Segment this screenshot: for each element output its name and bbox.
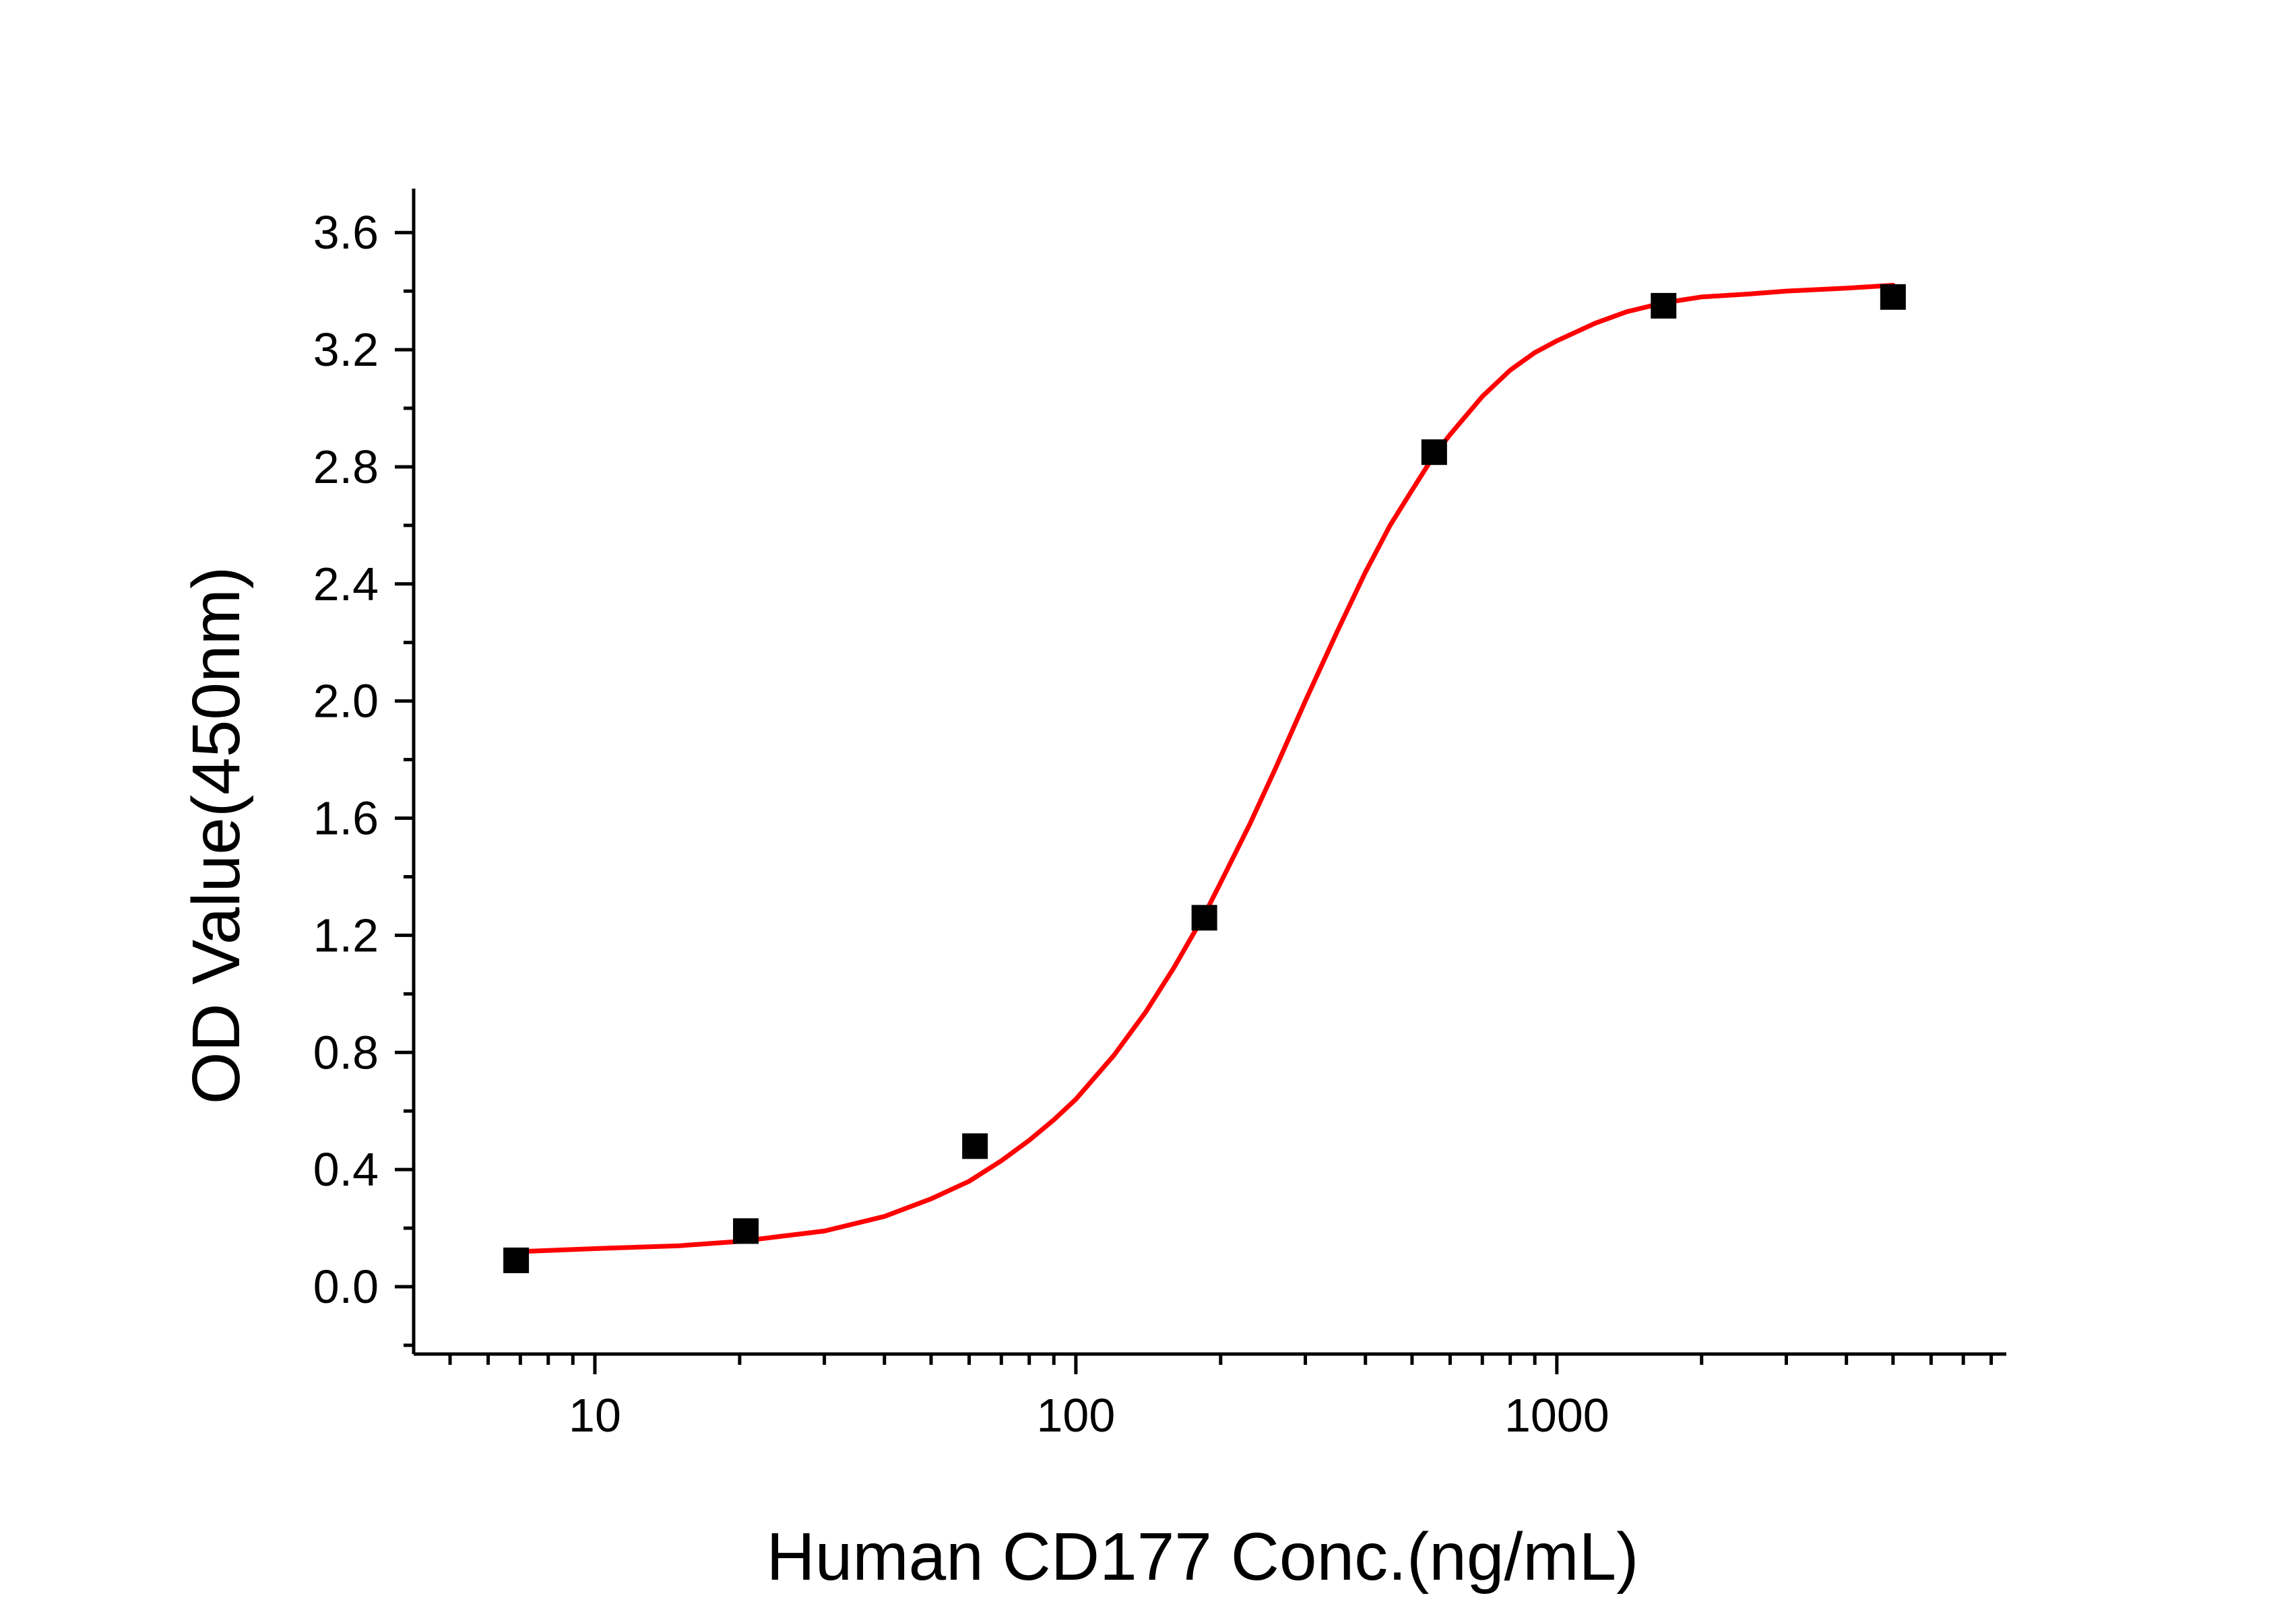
y-tick-label: 0.0 [313, 1260, 379, 1313]
x-tick-label: 1000 [1504, 1389, 1609, 1442]
data-point [1421, 439, 1447, 465]
y-tick-label: 1.2 [313, 909, 379, 961]
axes: 0.0 0.4 0.8 1.2 1.6 2.0 2.4 2.8 3.2 3.6 10 100 1000 [313, 189, 2006, 1442]
x-tick-label: 100 [1037, 1389, 1116, 1442]
data-point [503, 1247, 530, 1273]
data-point [1880, 284, 1906, 310]
data-point [1191, 905, 1217, 931]
y-tick-label: 0.8 [313, 1026, 379, 1079]
y-tick-label: 0.4 [313, 1143, 379, 1196]
y-tick-label: 1.6 [313, 792, 379, 845]
data-points-layer [503, 284, 1906, 1273]
y-tick-label: 3.6 [313, 206, 379, 259]
x-axis-title: Human CD177 Conc.(ng/mL) [767, 1519, 1639, 1595]
data-point [962, 1133, 988, 1159]
y-tick-label: 2.8 [313, 441, 379, 493]
y-tick-label: 2.4 [313, 558, 379, 610]
y-axis-title: OD Value(450nm) [179, 567, 254, 1105]
data-point [733, 1218, 759, 1244]
y-tick-label: 3.2 [313, 323, 379, 376]
y-tick-label: 2.0 [313, 675, 379, 728]
fit-curve-layer [517, 282, 1896, 1254]
data-point [1651, 292, 1677, 319]
fit-curve [517, 282, 1896, 1254]
x-tick-label: 10 [569, 1389, 621, 1442]
